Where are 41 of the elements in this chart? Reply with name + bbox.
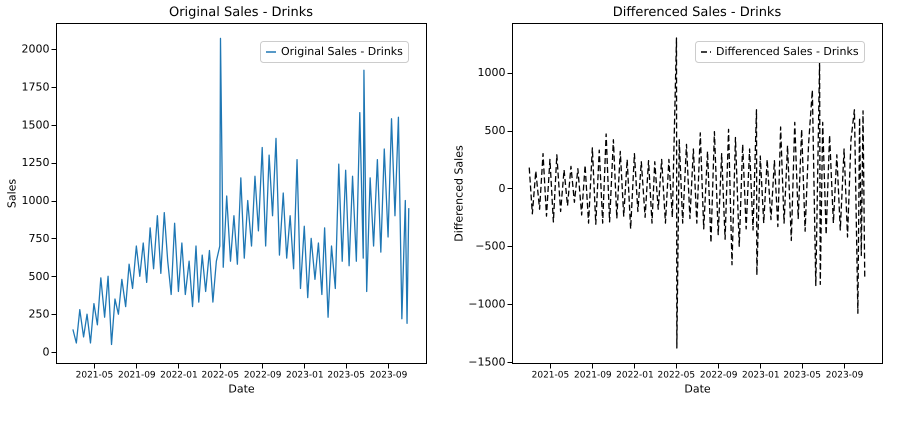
y-tick-label: −500	[475, 240, 506, 253]
x-tick-label: 2022-01	[160, 370, 198, 380]
x-tick-label: 2022-09	[700, 370, 738, 380]
x-tick-label: 2022-09	[244, 370, 282, 380]
x-tick-label: 2021-09	[574, 370, 612, 380]
x-tick-label: 2023-01	[286, 370, 324, 380]
x-tick-label: 2022-05	[201, 370, 240, 380]
x-axis-title: Date	[228, 382, 255, 396]
y-axis-title: Differenced Sales	[452, 145, 466, 242]
chart-title: Original Sales - Drinks	[168, 5, 314, 20]
x-tick-label: 2023-05	[327, 370, 365, 380]
x-axis-title: Date	[684, 382, 711, 396]
y-tick-label: 0	[498, 182, 506, 195]
y-tick-label: −1000	[468, 298, 506, 311]
chart-title: Differenced Sales - Drinks	[612, 5, 782, 20]
y-tick-label: 1000	[478, 66, 506, 80]
y-tick-label: 500	[484, 124, 506, 138]
y-tick-label: 1250	[22, 156, 50, 170]
y-tick-label: 1500	[22, 118, 50, 132]
legend-label: Original Sales - Drinks	[281, 45, 404, 58]
y-tick-label: 1000	[22, 194, 50, 208]
y-axis-title: Sales	[6, 178, 19, 208]
x-tick-label: 2021-05	[76, 370, 114, 380]
x-tick-label: 2022-05	[657, 370, 696, 380]
y-tick-label: 750	[28, 232, 50, 245]
x-tick-label: 2023-09	[826, 370, 864, 380]
y-tick-label: 250	[28, 308, 50, 321]
y-tick-label: 0	[42, 346, 50, 359]
x-tick-label: 2023-05	[783, 370, 821, 380]
y-tick-label: −1500	[468, 355, 506, 368]
y-tick-label: 2000	[22, 42, 50, 56]
line-series	[72, 38, 410, 346]
y-tick-label: 500	[28, 270, 50, 283]
line-series	[528, 37, 866, 349]
x-tick-label: 2023-09	[370, 370, 408, 380]
x-tick-label: 2021-05	[532, 370, 570, 380]
legend-label: Differenced Sales - Drinks	[716, 45, 859, 58]
x-tick-label: 2023-01	[742, 370, 780, 380]
x-tick-label: 2021-09	[118, 370, 156, 380]
x-tick-label: 2022-01	[616, 370, 654, 380]
y-tick-label: 1750	[22, 80, 50, 94]
